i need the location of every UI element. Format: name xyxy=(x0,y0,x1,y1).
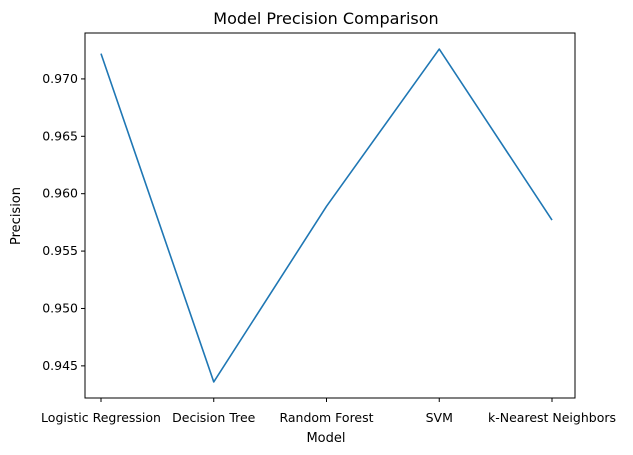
plot-area xyxy=(84,32,576,399)
x-tick-label: Logistic Regression xyxy=(41,410,161,425)
y-tick-label: 0.955 xyxy=(42,243,78,258)
precision-line xyxy=(100,48,553,383)
x-axis: Logistic Regression Decision Tree Random F… xyxy=(41,398,616,425)
y-tick-label: 0.945 xyxy=(42,358,78,373)
y-axis-label: Precision xyxy=(9,187,24,245)
x-tick-label: Decision Tree xyxy=(172,410,256,425)
chart-title: Model Precision Comparison xyxy=(213,9,438,28)
y-tick-label: 0.950 xyxy=(42,300,78,315)
x-tick-label: Random Forest xyxy=(279,410,373,425)
y-tick-label: 0.965 xyxy=(42,128,78,143)
y-tick-label: 0.970 xyxy=(42,71,78,86)
x-tick-label: SVM xyxy=(426,410,453,425)
y-axis: 0.945 0.950 0.955 0.960 0.965 0.970 xyxy=(42,71,85,373)
x-axis-label: Model xyxy=(306,431,345,446)
x-tick-label: k-Nearest Neighbors xyxy=(488,410,616,425)
series-group xyxy=(100,48,553,383)
y-tick-label: 0.960 xyxy=(42,186,78,201)
